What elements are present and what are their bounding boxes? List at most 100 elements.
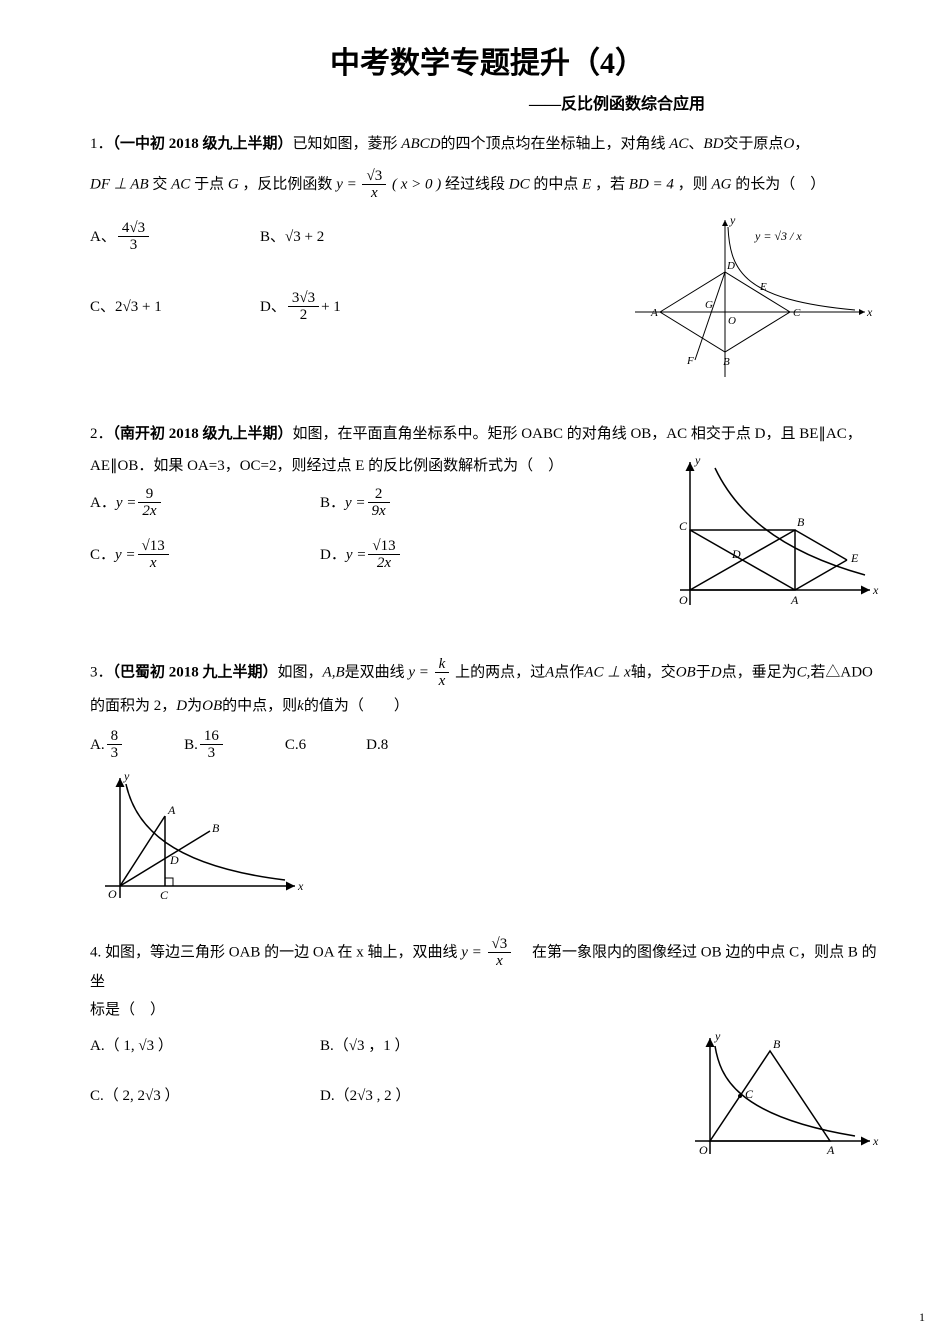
t: 点，垂足为 [722,664,797,680]
val: 2√3 + 1 [115,295,162,319]
t: OB [202,698,222,714]
t: D [176,698,187,714]
t: △ADO [825,664,873,680]
p1-figure: x y A D C B E F G O y = √3 / x [595,212,885,382]
t: k [297,698,304,714]
num: √13 [368,538,399,556]
t: 轴，交 [631,664,676,680]
lbl-C: C [745,1087,754,1101]
label: B． [320,491,345,515]
x-label: x [866,305,873,319]
t: AC ⊥ x [584,664,630,680]
den: x [362,185,386,202]
p4-choice-b: B.（√3 ，1 ） [320,1034,540,1058]
p1-choice-b: B、 √3 + 2 [260,220,420,254]
lbl-D: D [731,547,741,561]
den: x [138,555,169,572]
t: ,若 [807,664,826,680]
den: x [435,673,450,690]
t: 如图，在平面直角坐标系中。矩形 OABC 的对角线 OB，AC 相交于点 D，且… [293,426,862,442]
p4-line1: 4. 如图，等边三角形 OAB 的一边 OA 在 x 轴上，双曲线 y = √3… [90,936,885,994]
y-label: y [694,453,701,467]
lbl-A: A [167,803,176,817]
p4-choice-a: A.（ 1, √3 ） [90,1034,310,1058]
p1-k-frac: √3x [362,168,386,202]
t: G [228,176,239,192]
lbl-B: B [797,515,805,529]
lbl-A: A [826,1143,835,1157]
p2-source: （南开初 2018 级九上半期） [113,426,293,442]
label: C． [90,543,115,567]
lbl-E: E [759,281,767,293]
val: √3 + 2 [285,225,324,249]
p1-source: （一中初 2018 级九上半期） [113,136,293,152]
tail: + 1 [321,295,341,319]
lbl-O: O [728,315,736,327]
y: y = [345,491,366,515]
lbl-A: A [790,593,799,607]
p3-num: 3． [90,664,113,680]
label: C、 [90,295,115,319]
p2-choices: A． y = 92x B． y = 29x C． y = √13x D． y = [90,486,645,572]
t: ，若 [595,176,625,192]
lbl-D: D [726,260,735,272]
den: 9x [368,503,390,520]
x-label: x [872,1134,879,1148]
x-label: x [297,879,304,893]
t: 的面积为 2， [90,698,176,714]
label: A． [90,491,116,515]
t: 如图， [278,664,323,680]
p1-num: 1． [90,136,113,152]
lbl-E: E [850,551,859,565]
lbl-O: O [679,593,688,607]
curve-label: y = √3 / x [754,229,802,243]
label: B. [184,733,198,757]
p2-choice-a: A． y = 92x [90,486,310,520]
t: 的中点，则 [222,698,297,714]
num: 9 [138,486,160,504]
y: y = [346,543,367,567]
lbl-A: A [650,307,658,319]
y: y = [115,543,136,567]
lbl-C: C [679,519,688,533]
p3-line2: 的面积为 2，D为OB的中点，则k的值为（ ） [90,694,885,718]
p3-choice-a: A. 83 [90,728,124,762]
t: D [711,664,722,680]
t: 已知如图，菱形 [293,136,398,152]
num: 3√3 [288,290,319,308]
p2-choice-c: C． y = √13x [90,538,310,572]
p1-choice-d: D、 3√32 + 1 [260,290,420,324]
num: 4√3 [118,220,149,238]
t: ，则 [678,176,708,192]
t: 于点 [194,176,224,192]
den: 2 [288,307,319,324]
p3-source: （巴蜀初 2018 九上半期） [113,664,278,680]
t: A [545,664,554,680]
t: y = [336,176,357,192]
y-label: y [714,1029,721,1043]
num: √3 [488,936,512,954]
lbl-B: B [773,1037,781,1051]
t: ABCD [401,136,440,152]
t: 上的两点，过 [455,664,545,680]
t: BD [703,136,723,152]
x-label: x [872,583,879,597]
t: ( x > 0 ) [392,176,441,192]
problem-3: 3．（巴蜀初 2018 九上半期）如图，A,B是双曲线 y = kx 上的两点，… [90,656,885,906]
lbl-C: C [160,888,169,902]
den: 2x [138,503,160,520]
t: 为 [187,698,202,714]
p1-choice-c: C、 2√3 + 1 [90,290,250,324]
num: k [435,656,450,674]
p3-line1: 3．（巴蜀初 2018 九上半期）如图，A,B是双曲线 y = kx 上的两点，… [90,656,885,690]
den: 3 [107,745,123,762]
t: 的长为（ ） [735,176,825,192]
y: y = [116,491,137,515]
y: y = [461,944,482,960]
p2-figure: x y O A B C D E [655,450,885,620]
label: D、 [260,295,286,319]
t: 交 [152,176,167,192]
y-label: y [123,769,130,783]
t: 、 [688,136,703,152]
t: A,B [323,664,345,680]
